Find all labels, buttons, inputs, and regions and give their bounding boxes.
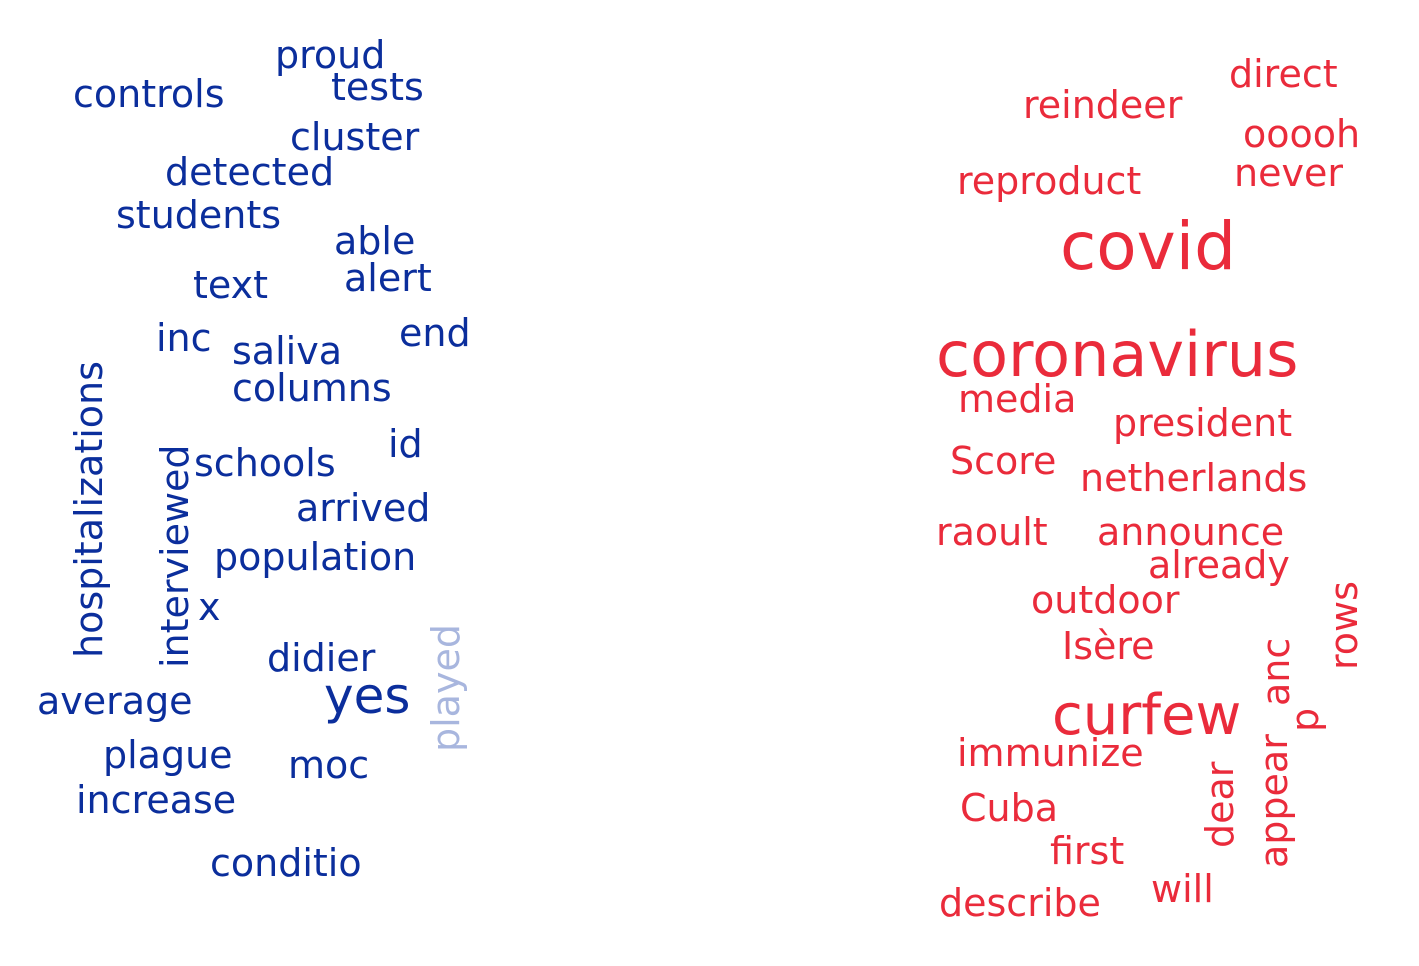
word-already: already	[1148, 543, 1290, 587]
word-columns: columns	[232, 366, 392, 410]
word-immunize: immunize	[957, 731, 1144, 775]
word-rows: rows	[1322, 581, 1366, 670]
word-cloud-left: proud tests controls cluster detected st…	[0, 0, 700, 966]
word-reindeer: reindeer	[1023, 83, 1183, 127]
word-direct: direct	[1229, 52, 1338, 96]
word-controls: controls	[73, 72, 225, 116]
word-never: never	[1234, 151, 1343, 195]
word-cloud-right: direct reindeer ooooh reproduct never co…	[700, 0, 1419, 966]
word-population: population	[214, 535, 417, 579]
word-tests: tests	[331, 65, 424, 109]
word-schools: schools	[194, 441, 336, 485]
word-will: will	[1151, 867, 1214, 911]
word-describe: describe	[939, 881, 1101, 925]
word-text: text	[193, 263, 268, 307]
word-hospitalizations: hospitalizations	[67, 361, 111, 658]
word-netherlands: netherlands	[1080, 456, 1308, 500]
word-p: p	[1283, 707, 1327, 732]
word-anc: anc	[1254, 637, 1298, 706]
word-curfew: curfew	[1052, 683, 1242, 748]
word-alert: alert	[344, 256, 432, 300]
word-conditio: conditio	[210, 841, 362, 885]
word-increase: increase	[76, 778, 237, 822]
word-moc: moc	[288, 743, 370, 787]
word-announce: announce	[1097, 510, 1285, 554]
word-played: played	[424, 624, 468, 752]
word-isere: Isère	[1062, 624, 1155, 668]
word-dear: dear	[1198, 761, 1242, 848]
word-saliva: saliva	[232, 329, 342, 373]
word-average: average	[37, 679, 193, 723]
word-media: media	[958, 377, 1077, 421]
word-score: Score	[950, 439, 1057, 483]
word-able: able	[334, 219, 416, 263]
word-reproduct: reproduct	[957, 159, 1142, 203]
word-id: id	[388, 422, 423, 466]
word-president: president	[1113, 401, 1293, 445]
word-inc: inc	[156, 316, 212, 360]
word-yes: yes	[324, 667, 411, 725]
word-end: end	[399, 311, 471, 355]
word-first: first	[1050, 829, 1125, 873]
word-x: x	[198, 585, 221, 629]
word-appear: appear	[1252, 734, 1296, 868]
word-detected: detected	[165, 150, 335, 194]
word-raoult: raoult	[936, 510, 1048, 554]
word-didier: didier	[267, 636, 376, 680]
word-arrived: arrived	[296, 486, 431, 530]
word-interviewed: interviewed	[153, 444, 197, 668]
word-students: students	[116, 193, 282, 237]
word-plague: plague	[103, 733, 233, 777]
word-cluster: cluster	[290, 115, 420, 159]
word-cuba: Cuba	[960, 786, 1059, 830]
word-covid: covid	[1060, 208, 1236, 285]
word-ooooh: ooooh	[1243, 112, 1361, 156]
word-proud: proud	[275, 33, 386, 77]
word-coronavirus: coronavirus	[936, 318, 1299, 391]
word-outdoor: outdoor	[1031, 578, 1180, 622]
